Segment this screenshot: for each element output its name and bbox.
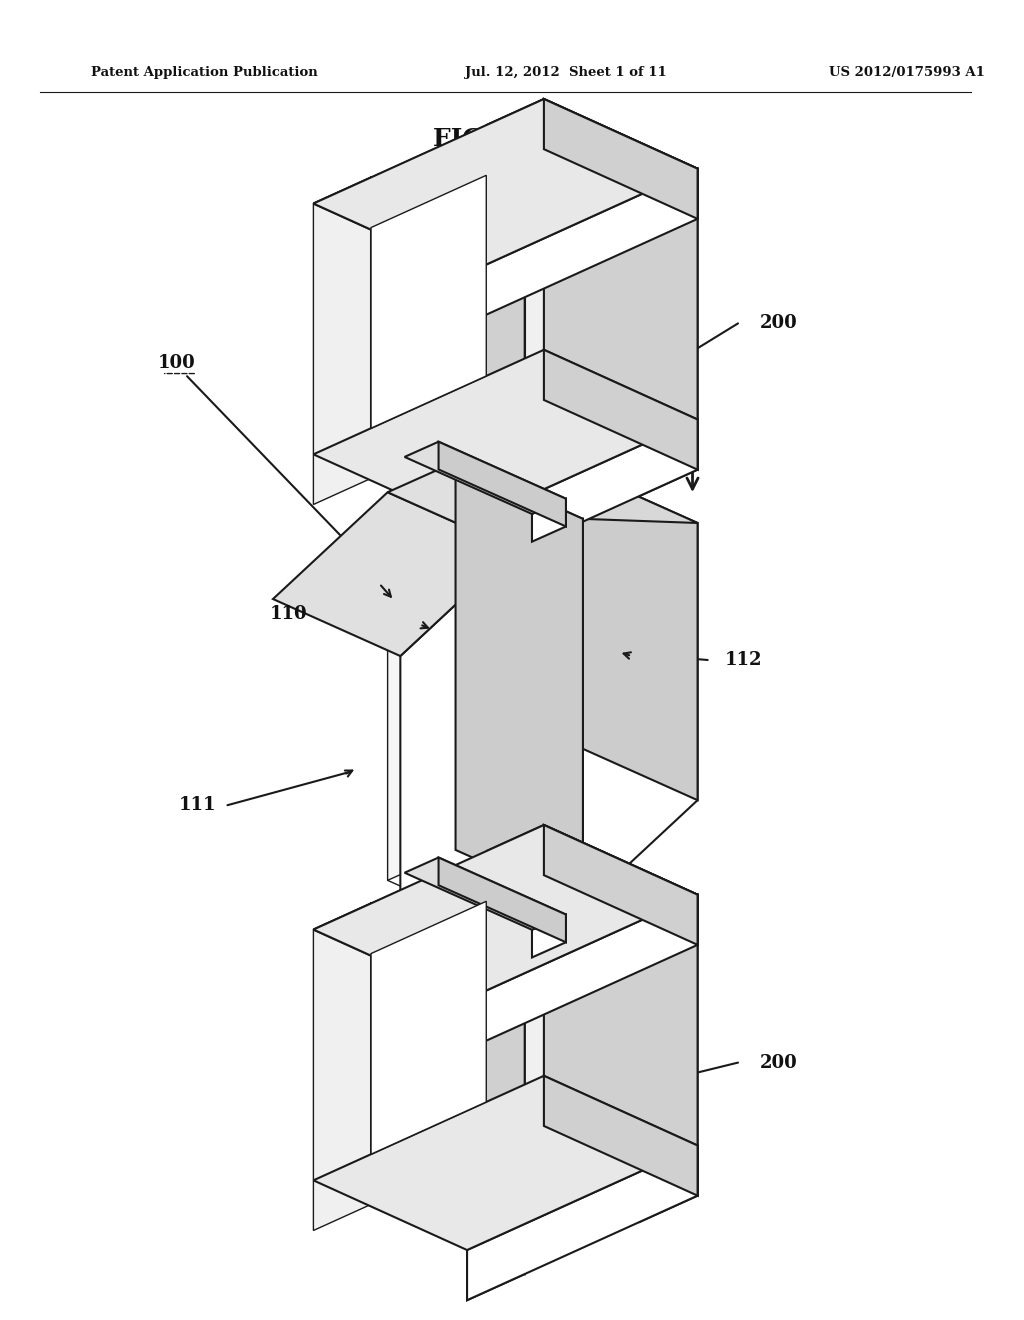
Polygon shape xyxy=(544,350,697,470)
Polygon shape xyxy=(404,442,566,513)
Polygon shape xyxy=(371,177,524,548)
Text: Jul. 12, 2012  Sheet 1 of 11: Jul. 12, 2012 Sheet 1 of 11 xyxy=(465,66,667,79)
Polygon shape xyxy=(371,227,524,498)
Text: Patent Application Publication: Patent Application Publication xyxy=(91,66,317,79)
Polygon shape xyxy=(467,895,697,1049)
Polygon shape xyxy=(313,177,524,273)
Polygon shape xyxy=(371,227,524,297)
Polygon shape xyxy=(404,858,566,929)
Polygon shape xyxy=(400,549,515,937)
Text: FIG. 1: FIG. 1 xyxy=(433,127,517,150)
Polygon shape xyxy=(388,462,456,880)
Polygon shape xyxy=(544,99,697,219)
Polygon shape xyxy=(467,420,697,574)
Polygon shape xyxy=(570,466,697,800)
Polygon shape xyxy=(388,462,583,549)
Text: US 2012/0175993 A1: US 2012/0175993 A1 xyxy=(829,66,985,79)
Polygon shape xyxy=(544,1076,697,1196)
Polygon shape xyxy=(313,825,697,999)
Text: 111: 111 xyxy=(178,796,216,814)
Polygon shape xyxy=(583,519,697,907)
Polygon shape xyxy=(467,169,697,323)
Polygon shape xyxy=(438,858,566,942)
Text: 200: 200 xyxy=(760,1053,798,1072)
Polygon shape xyxy=(515,519,583,937)
Text: 112: 112 xyxy=(724,651,762,669)
Polygon shape xyxy=(313,903,524,999)
Polygon shape xyxy=(467,973,524,1300)
Polygon shape xyxy=(544,825,697,945)
Text: 200: 200 xyxy=(760,314,798,333)
Polygon shape xyxy=(532,915,566,957)
Polygon shape xyxy=(313,99,544,504)
Polygon shape xyxy=(371,176,486,428)
Polygon shape xyxy=(532,499,566,541)
Polygon shape xyxy=(467,1146,697,1300)
Polygon shape xyxy=(544,825,697,1196)
Polygon shape xyxy=(456,462,697,523)
Polygon shape xyxy=(313,1076,697,1250)
Text: 110: 110 xyxy=(269,605,307,623)
Text: 100: 100 xyxy=(158,354,196,372)
Polygon shape xyxy=(438,442,566,527)
Polygon shape xyxy=(467,247,524,574)
Polygon shape xyxy=(371,903,524,1274)
Polygon shape xyxy=(371,902,486,1154)
Polygon shape xyxy=(486,825,697,921)
Polygon shape xyxy=(456,462,583,907)
Polygon shape xyxy=(313,825,544,1230)
Polygon shape xyxy=(544,99,697,470)
Polygon shape xyxy=(486,99,697,195)
Polygon shape xyxy=(273,492,515,656)
Polygon shape xyxy=(313,350,697,524)
Polygon shape xyxy=(313,99,697,273)
Polygon shape xyxy=(640,895,697,1222)
Polygon shape xyxy=(640,169,697,496)
